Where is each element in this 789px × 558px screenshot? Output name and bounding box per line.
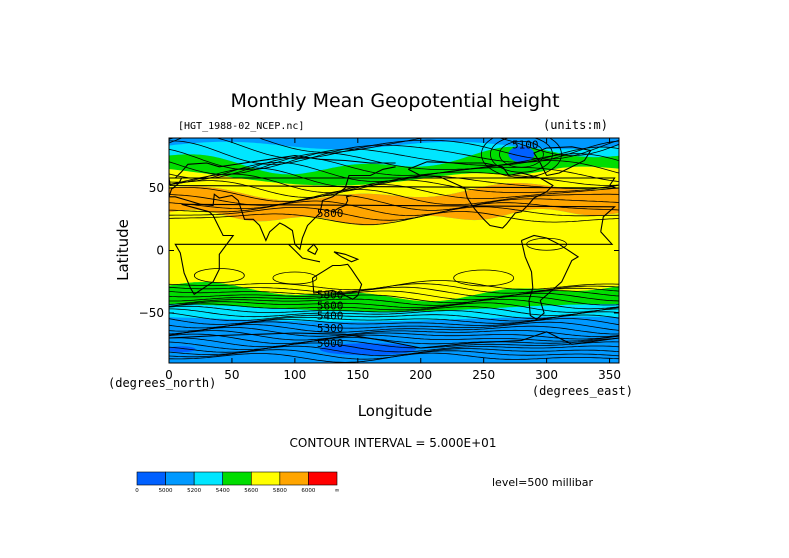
y-tick-label: 0	[156, 244, 164, 258]
contour-value-label: 5000	[317, 337, 344, 350]
colour-bar-bin	[223, 472, 252, 485]
x-tick-label: 50	[224, 368, 239, 382]
y-tick-label: 50	[149, 181, 164, 195]
level-label: level=500 millibar	[492, 476, 594, 489]
colour-bar-bin	[251, 472, 280, 485]
colour-bar-label: 5800	[273, 488, 287, 494]
x-axis-units: (degrees_east)	[532, 384, 633, 398]
colour-bar-legend: 0 5000 5200 5400 5600 5800 6000 ∞	[135, 472, 339, 494]
y-axis-units: (degrees_north)	[108, 376, 216, 390]
contour-value-label: 5100	[512, 138, 539, 151]
x-tick-label: 250	[472, 368, 495, 382]
colour-bar-label: 5200	[187, 488, 201, 494]
y-tick-label: −50	[139, 306, 164, 320]
x-tick-label: 300	[535, 368, 558, 382]
units-label: (units:m)	[543, 118, 608, 132]
x-tick-label: 200	[409, 368, 432, 382]
colour-bar-label: 6000	[301, 488, 315, 494]
file-label: [HGT_1988-02_NCEP.nc]	[178, 121, 304, 132]
colour-bar-bin	[194, 472, 223, 485]
contour-value-label: 5400	[317, 310, 344, 323]
x-tick-label: 150	[346, 368, 369, 382]
colour-bar-bin	[308, 472, 337, 485]
x-tick-label: 100	[283, 368, 306, 382]
chart-title: Monthly Mean Geopotential height	[230, 90, 559, 112]
colour-bar-bin	[166, 472, 195, 485]
colour-bar-label: 5000	[159, 488, 173, 494]
colour-bar-bin	[137, 472, 166, 485]
contour-value-label: 5800	[317, 207, 344, 220]
x-tick-label: 350	[598, 368, 621, 382]
colour-bar-label: 5600	[244, 488, 258, 494]
contour-value-label: 5300	[317, 322, 344, 335]
colour-bar-bin	[280, 472, 309, 485]
colour-bar-label: 0	[135, 488, 139, 494]
colour-bar-label: 5400	[216, 488, 230, 494]
contour-interval-label: CONTOUR INTERVAL = 5.000E+01	[290, 436, 497, 450]
x-axis-label: Longitude	[358, 402, 433, 420]
colour-bar-end-label: ∞	[335, 487, 340, 494]
y-axis-label: Latitude	[114, 219, 132, 281]
